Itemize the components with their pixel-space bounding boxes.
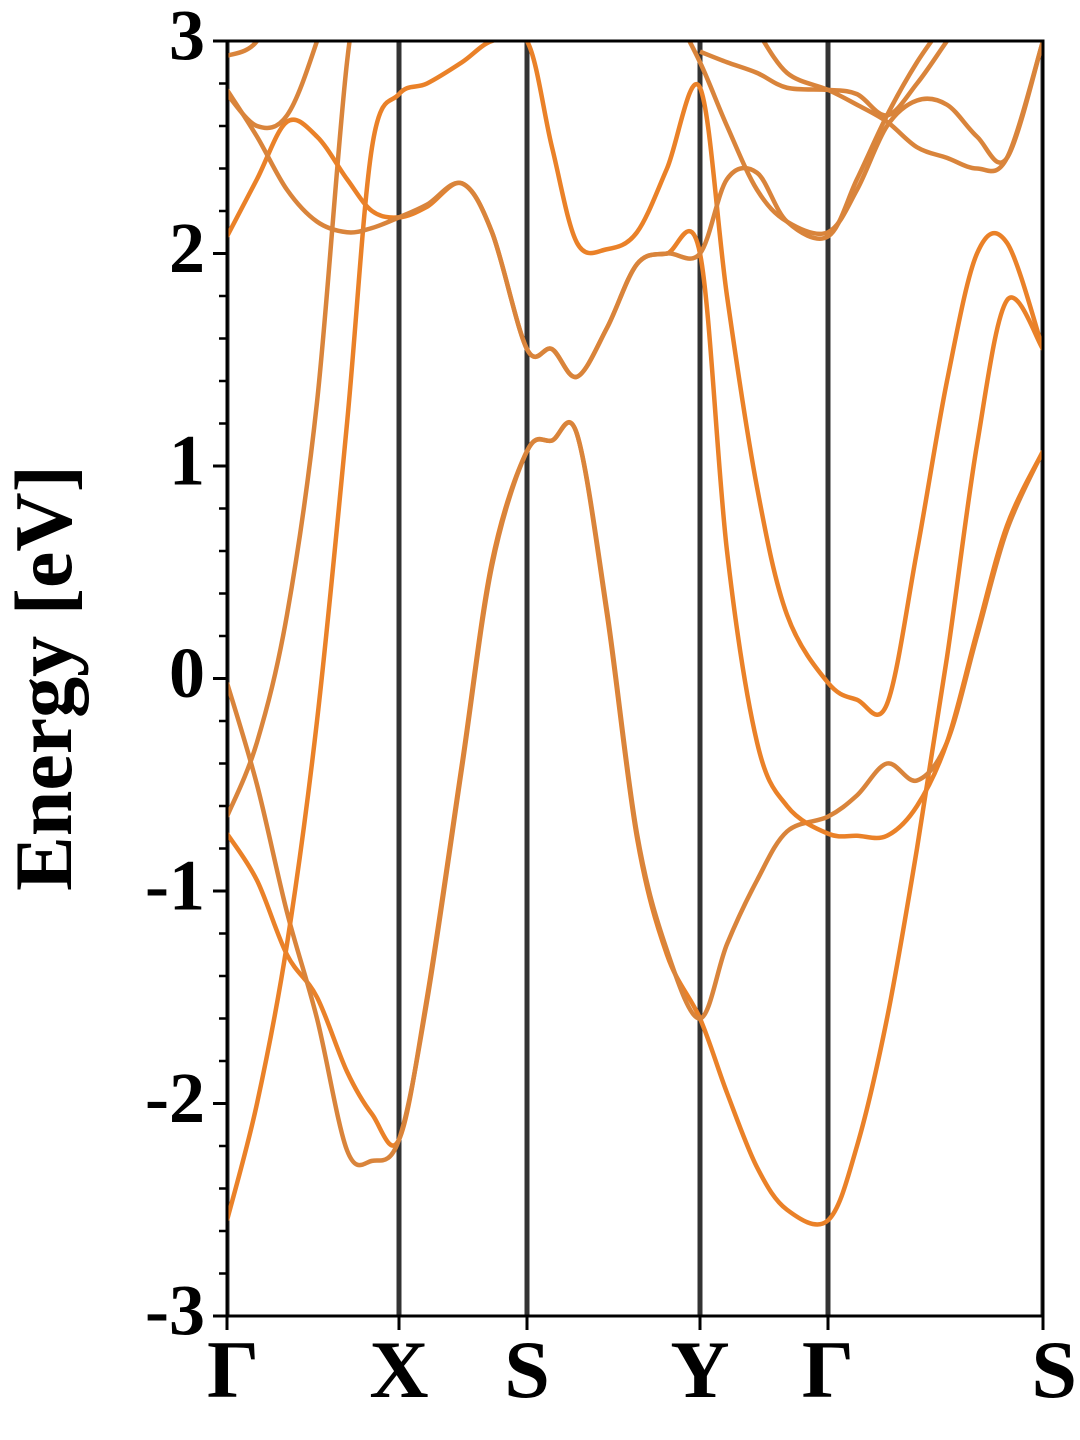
- bands: [227, 41, 1043, 1316]
- x-tick-label: S: [1031, 1324, 1077, 1415]
- x-tick-label: Γ: [802, 1324, 854, 1415]
- x-tick-label: X: [369, 1324, 428, 1415]
- y-tick-label: 0: [169, 633, 205, 713]
- y-tick-label: 3: [169, 0, 205, 76]
- band-line: [227, 41, 1043, 237]
- x-tick-label: Y: [670, 1324, 729, 1415]
- band-line: [227, 41, 950, 818]
- y-axis-label: Energy [eV]: [0, 465, 89, 891]
- band-line: [227, 41, 935, 380]
- band-line: [227, 117, 1043, 841]
- y-tick-label: 2: [169, 208, 205, 288]
- x-tick-label: Γ: [207, 1324, 259, 1415]
- y-tick-label: 1: [169, 421, 205, 501]
- band-line: [227, 41, 1043, 174]
- y-tick-label: -3: [145, 1271, 205, 1351]
- x-tick-label: S: [504, 1324, 550, 1415]
- y-tick-label: -1: [145, 846, 205, 926]
- band-line: [227, 420, 1043, 1168]
- band-line: [227, 41, 1043, 1221]
- band-line: [227, 295, 1043, 1227]
- y-tick-label: -2: [145, 1058, 205, 1138]
